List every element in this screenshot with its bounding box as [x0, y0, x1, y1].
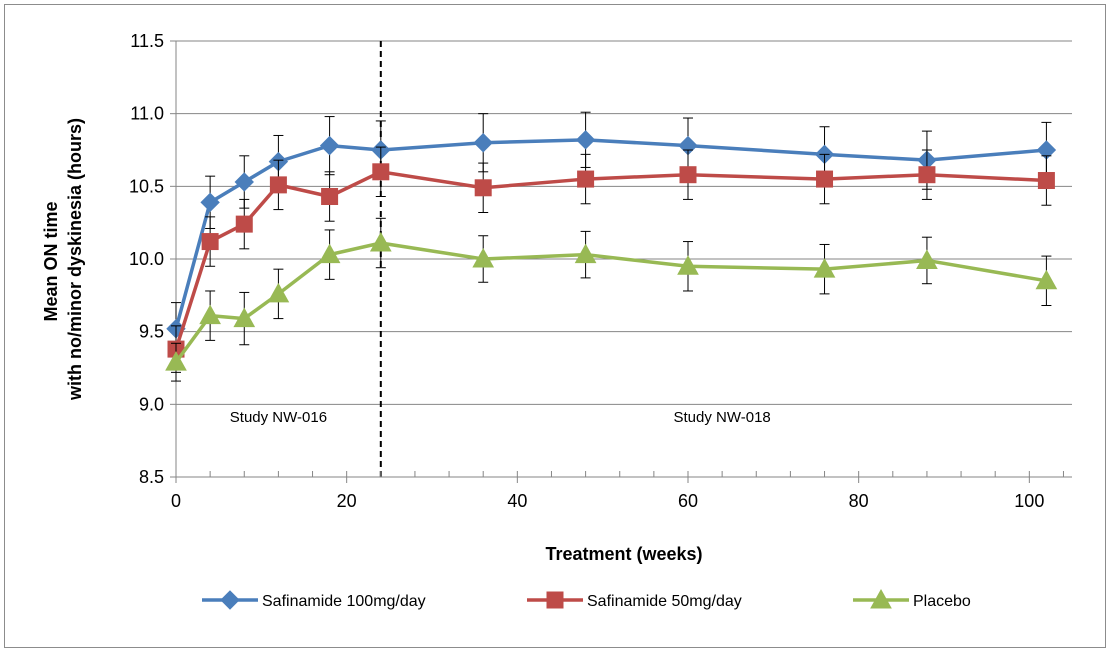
legend: Safinamide 100mg/day Safinamide 50mg/day P… — [202, 588, 971, 610]
data-series — [165, 111, 1058, 382]
legend-item: Safinamide 100mg/day — [202, 590, 426, 610]
line-chart: 8.5 9.0 9.5 10.0 10.5 11.0 11.5 0 20 40 60 80 100 St… — [41, 31, 1072, 610]
data-point — [813, 258, 836, 278]
data-point — [1035, 269, 1058, 290]
data-point — [269, 176, 287, 194]
y-axis-title-line-2: with no/minor dyskinesia (hours) — [65, 118, 85, 401]
series-line — [174, 241, 1047, 364]
data-point — [474, 179, 492, 197]
data-point — [577, 170, 595, 188]
legend-marker — [220, 590, 240, 610]
data-point — [267, 282, 290, 303]
data-point — [679, 166, 697, 184]
data-point — [816, 170, 834, 188]
legend-label: Safinamide 100mg/day — [262, 593, 426, 610]
annotation-label: Study NW-016 — [230, 409, 327, 426]
series-diamond — [166, 111, 1057, 356]
data-point — [199, 304, 221, 325]
legend-item: Placebo — [853, 588, 971, 610]
data-point — [321, 188, 339, 206]
y-tick-label: 11.0 — [130, 104, 164, 124]
series-square — [167, 146, 1055, 373]
y-axis-title: Mean ON time with no/minor dyskinesia (h… — [41, 118, 85, 401]
data-point — [472, 247, 495, 268]
annotation-label: Study NW-018 — [674, 409, 771, 426]
y-axis-title-line-1: Mean ON time — [41, 201, 61, 321]
data-point — [200, 192, 220, 213]
y-tick-label: 11.5 — [130, 31, 164, 51]
data-point — [319, 135, 340, 156]
data-point — [233, 307, 256, 328]
data-point — [318, 243, 341, 264]
y-tick-label: 8.5 — [139, 467, 164, 487]
series-triangle — [165, 217, 1058, 382]
data-point — [201, 233, 219, 251]
x-tick-label: 20 — [337, 491, 357, 511]
data-point — [677, 255, 699, 275]
y-tick-label: 9.0 — [139, 394, 164, 414]
x-tick-label: 100 — [1014, 491, 1044, 511]
x-tick-label: 40 — [507, 491, 527, 511]
data-point — [575, 130, 596, 150]
gridlines — [176, 40, 1072, 405]
x-tick-label: 0 — [171, 491, 181, 511]
data-point — [369, 231, 392, 252]
annotations: Study NW-016 Study NW-018 — [230, 409, 771, 426]
legend-label: Placebo — [913, 593, 971, 610]
data-point — [372, 163, 390, 181]
axes: 8.5 9.0 9.5 10.0 10.5 11.0 11.5 0 20 40 60 80 100 — [129, 31, 1072, 511]
data-point — [234, 172, 254, 192]
data-point — [165, 351, 187, 371]
legend-marker — [870, 588, 892, 609]
legend-label: Safinamide 50mg/day — [587, 593, 742, 610]
data-point — [916, 249, 938, 269]
x-axis-title: Treatment (weeks) — [545, 544, 702, 564]
chart-frame: 8.5 9.0 9.5 10.0 10.5 11.0 11.5 0 20 40 60 80 100 St… — [4, 4, 1106, 648]
data-point — [574, 243, 597, 264]
y-tick-label: 10.0 — [129, 249, 164, 269]
legend-item: Safinamide 50mg/day — [527, 591, 742, 610]
series-line — [174, 138, 1047, 330]
data-point — [473, 133, 493, 153]
data-point — [918, 166, 936, 184]
data-point — [235, 215, 253, 233]
y-tick-label: 10.5 — [129, 176, 164, 196]
legend-marker — [546, 591, 564, 609]
y-tick-label: 9.5 — [139, 322, 164, 342]
data-point — [1037, 172, 1055, 190]
x-tick-label: 60 — [678, 491, 698, 511]
x-tick-label: 80 — [849, 491, 869, 511]
